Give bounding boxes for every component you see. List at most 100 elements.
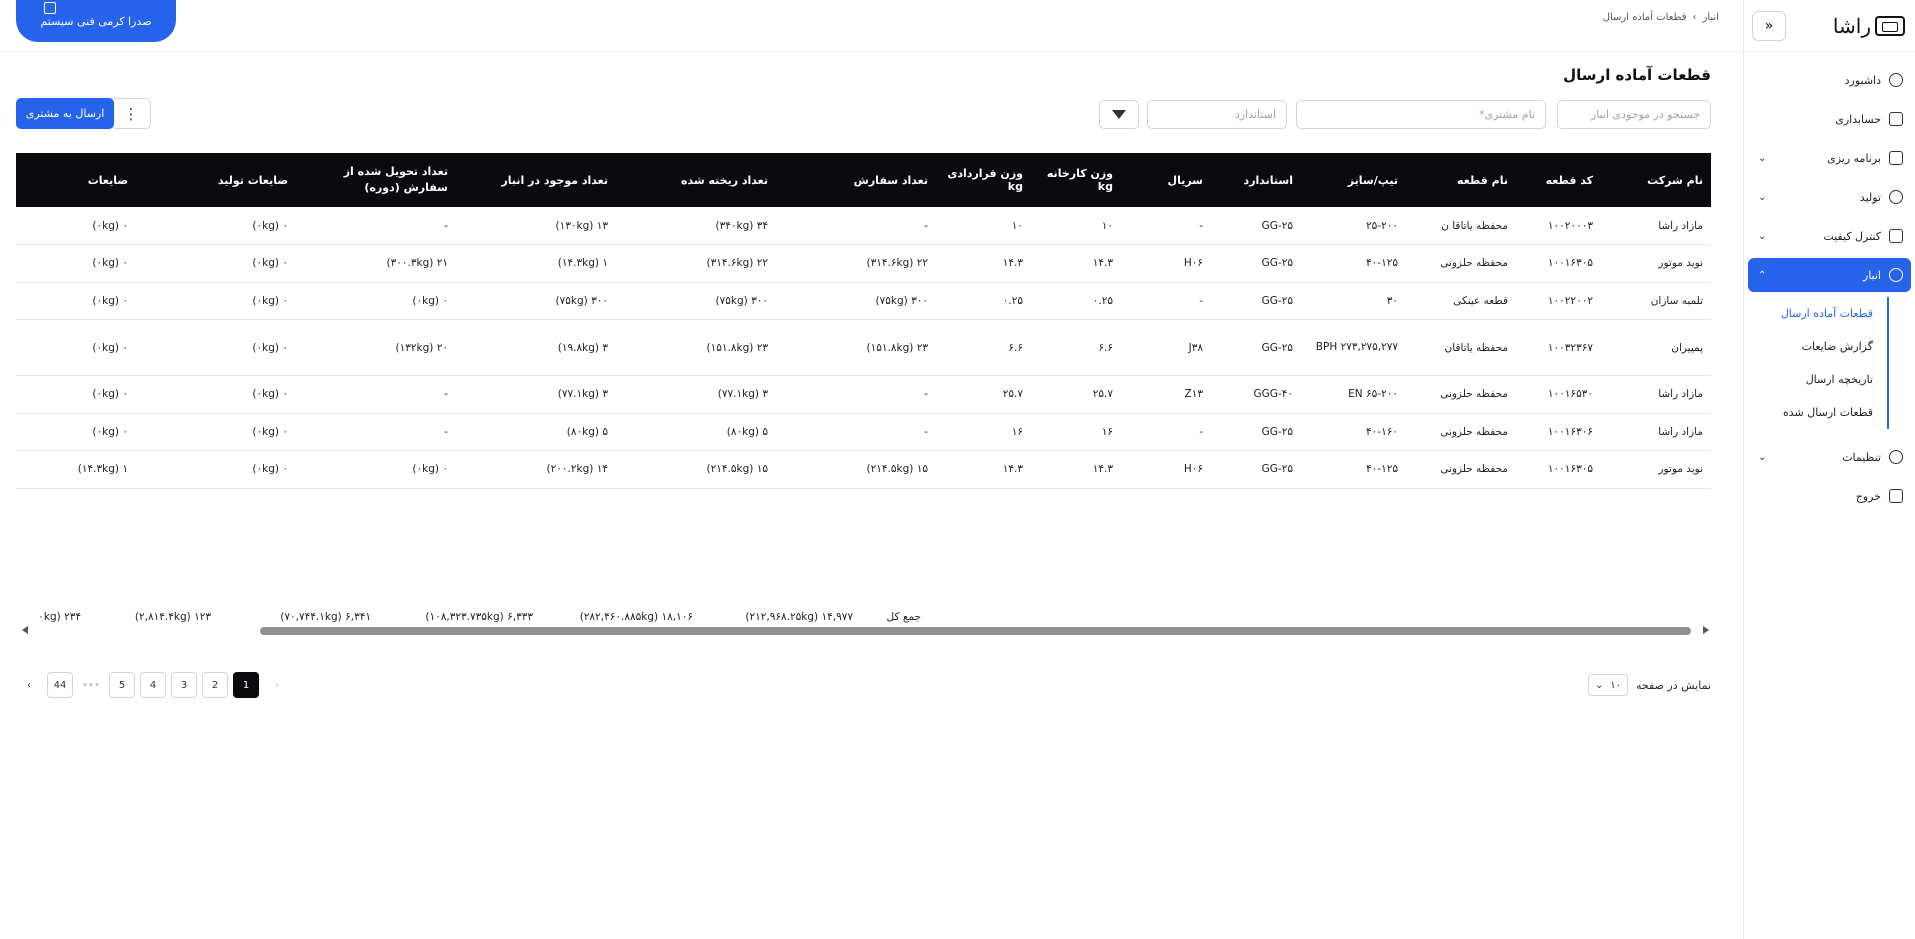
table-cell: ۰ (۰kg): [136, 244, 296, 283]
submenu-send-history[interactable]: تاریخچه ارسال: [1805, 373, 1873, 386]
table-cell: ۰ (۰kg): [16, 319, 136, 376]
next-page-button[interactable]: ‹: [16, 672, 42, 698]
column-header[interactable]: ضایعات: [16, 153, 136, 207]
table-cell: EN ۶۵-۲۰۰: [1301, 375, 1406, 414]
table-cell: ۱۰۰۱۶۳۰۵: [1516, 244, 1601, 283]
sidebar-item-planning[interactable]: برنامه ریزی ⌄: [1748, 141, 1911, 175]
table-cell: ۱ (۱۴.۳kg): [456, 244, 616, 283]
table-row[interactable]: پمپیران ۱۰۰۳۲۳۶۷ محفظه یاتاقان BPH ۲۷۳,۲۷۵,…: [16, 319, 1711, 376]
table-cell: ۲۱ (۳۰۰.۳kg): [296, 244, 456, 283]
table-row[interactable]: مازاد راشا ۱۰۰۲۰۰۰۳ محفظه یاتاقا ن ۲۵-۲۰۰ GG…: [16, 207, 1711, 245]
total-delivered: ۶,۳۴۱ (۷۰,۷۴۴.۱kg): [280, 611, 371, 623]
column-header[interactable]: تعداد تحویل شده از سفارش (دوره): [296, 153, 456, 207]
submenu-ready-to-send[interactable]: قطعات آماده ارسال: [1780, 307, 1873, 320]
sidebar-item-label: تولید: [1859, 190, 1881, 204]
table-cell: ۰ (۰kg): [16, 375, 136, 414]
table-cell: GG-۲۵: [1211, 319, 1301, 376]
column-header[interactable]: نام قطعه: [1406, 153, 1516, 207]
breadcrumb-item[interactable]: انبار: [1702, 12, 1719, 23]
table-cell: نوید موتور: [1601, 450, 1711, 489]
sidebar-item-warehouse[interactable]: انبار ⌃: [1748, 258, 1911, 292]
table-row[interactable]: مازاد راشا ۱۰۰۱۶۳۰۶ محفظه حلزونی ۴۰-۱۶۰ GG-۲…: [16, 413, 1711, 451]
table-cell: ۱۵ (۲۱۴.۵kg): [616, 450, 776, 489]
table-row[interactable]: تلمبه سازان ۱۰۰۲۲۰۰۲ قطعه عینکی ۳۰ GG-۲۵-۰.۲…: [16, 282, 1711, 320]
table-cell: Z۱۳: [1121, 375, 1211, 414]
horizontal-scrollbar[interactable]: [16, 625, 1711, 635]
column-header[interactable]: نام شرکت: [1601, 153, 1711, 207]
page-size-value: ۱۰: [1610, 679, 1622, 691]
table-cell: ۰ (۰kg): [136, 413, 296, 451]
table-row[interactable]: تلمبه سازان۱۰۰۲۱۰۰۲درپوش یاتاقان۳۵GG-۲۵-…: [16, 488, 1711, 493]
main-content: قطعات آماده ارسال جستجو در موجودی انبار …: [16, 52, 1711, 939]
column-header[interactable]: سریال: [1121, 153, 1211, 207]
standard-input[interactable]: استاندارد: [1147, 100, 1287, 129]
column-header[interactable]: استاندارد: [1211, 153, 1301, 207]
total-order: ۱۴,۹۷۷ (۲۱۲,۹۶۸.۲۵kg): [745, 611, 853, 623]
page-size-select[interactable]: ۱۰ ⌄: [1588, 674, 1629, 696]
sidebar-item-dashboard[interactable]: داشبورد: [1748, 63, 1911, 97]
sidebar-item-label: تنظیمات: [1842, 450, 1881, 464]
scroll-left-icon[interactable]: [22, 626, 28, 634]
send-to-customer-button[interactable]: ارسال به مشتری: [16, 98, 114, 129]
page-button[interactable]: 4: [140, 672, 166, 698]
table-cell: ۵ (۸۰kg): [456, 413, 616, 451]
table-row[interactable]: نوید موتور ۱۰۰۱۶۳۰۵ محفظه حلزونی ۴۰-۱۲۵ GG-۲…: [16, 244, 1711, 283]
page-button[interactable]: 2: [202, 672, 228, 698]
table-cell: ۰ (۰kg): [136, 282, 296, 320]
submenu-waste-report[interactable]: گزارش ضایعات: [1801, 340, 1873, 353]
check-square-icon: [1889, 229, 1903, 243]
column-header[interactable]: کد قطعه: [1516, 153, 1601, 207]
column-header[interactable]: تیپ/سایز: [1301, 153, 1406, 207]
submenu-sent-parts[interactable]: قطعات ارسال شده: [1783, 406, 1873, 419]
scroll-thumb[interactable]: [260, 627, 1691, 635]
table-cell: مازاد راشا: [1601, 375, 1711, 414]
table-cell: قطعه عینکی: [1406, 282, 1516, 320]
column-header[interactable]: تعداد ریخته شده: [616, 153, 776, 207]
page-button-last[interactable]: 44: [47, 672, 73, 698]
column-header[interactable]: وزن قراردادی kg: [936, 153, 1031, 207]
table-cell: -: [1121, 282, 1211, 320]
search-input[interactable]: جستجو در موجودی انبار: [1557, 100, 1711, 129]
table-cell: ۲۵.۷: [936, 375, 1031, 414]
sidebar-item-quality[interactable]: کنترل کیفیت ⌄: [1748, 219, 1911, 253]
column-header[interactable]: وزن کارخانه kg: [1031, 153, 1121, 207]
sidebar-item-production[interactable]: تولید ⌄: [1748, 180, 1911, 214]
page-ellipsis[interactable]: •••: [82, 679, 100, 691]
table-cell: محفظه یاتاقان: [1406, 319, 1516, 376]
double-chevron-icon: «: [1764, 17, 1774, 34]
table-cell: ۳۰۰ (۲۲۵kg): [776, 488, 936, 493]
column-header[interactable]: تعداد موجود در انبار: [456, 153, 616, 207]
sidebar-item-accounting[interactable]: حسابداری: [1748, 102, 1911, 136]
sidebar-item-logout[interactable]: خروج: [1748, 479, 1911, 513]
table-cell: محفظه حلزونی: [1406, 413, 1516, 451]
sidebar-item-label: خروج: [1855, 489, 1881, 503]
filter-button[interactable]: [1099, 100, 1139, 129]
table-cell: -: [296, 207, 456, 245]
column-header[interactable]: ضایعات تولید: [136, 153, 296, 207]
page-button-current[interactable]: 1: [233, 672, 259, 698]
prev-page-button[interactable]: ›: [264, 672, 290, 698]
support-button[interactable]: صدرا کرمی فنی سیستم: [16, 0, 176, 42]
table-row[interactable]: مازاد راشا ۱۰۰۱۶۵۳۰ محفظه حلزونی EN ۶۵-۲۰۰ G…: [16, 375, 1711, 414]
table-cell: ۱۴.۳: [936, 244, 1031, 283]
page-button[interactable]: 3: [171, 672, 197, 698]
table-cell: ۴۰-۱۶۰: [1301, 413, 1406, 451]
sidebar-item-settings[interactable]: تنظیمات ⌄: [1748, 440, 1911, 474]
database-icon: [1889, 268, 1903, 282]
column-header[interactable]: تعداد سفارش: [776, 153, 936, 207]
sidebar-header: راشا «: [1744, 0, 1915, 52]
pagination: ‹ 44 ••• 5 4 3 2 1 ›: [16, 672, 295, 698]
sidebar-menu: داشبورد حسابداری برنامه ریزی ⌄ تولید ⌄ ک…: [1744, 52, 1915, 292]
table-cell: GG-۲۵: [1211, 244, 1301, 283]
table-cell: محفظه حلزونی: [1406, 375, 1516, 414]
table-row[interactable]: نوید موتور ۱۰۰۱۶۳۰۵ محفظه حلزونی ۴۰-۱۲۵ GG-۲…: [16, 450, 1711, 489]
table-cell: ۳۰۰ (۷۵kg): [776, 282, 936, 320]
table-cell: BPH ۲۷۳,۲۷۵,۲۷۷: [1301, 319, 1406, 376]
collapse-sidebar-button[interactable]: «: [1752, 10, 1786, 41]
page-button[interactable]: 5: [109, 672, 135, 698]
scroll-right-icon[interactable]: [1703, 626, 1709, 634]
customer-name-input[interactable]: نام مشتری*: [1296, 100, 1546, 129]
more-options-button[interactable]: ⋮: [111, 98, 151, 129]
table-cell: ۱۴.۳: [1031, 244, 1121, 283]
table-cell: ۰ (۰kg): [16, 413, 136, 451]
